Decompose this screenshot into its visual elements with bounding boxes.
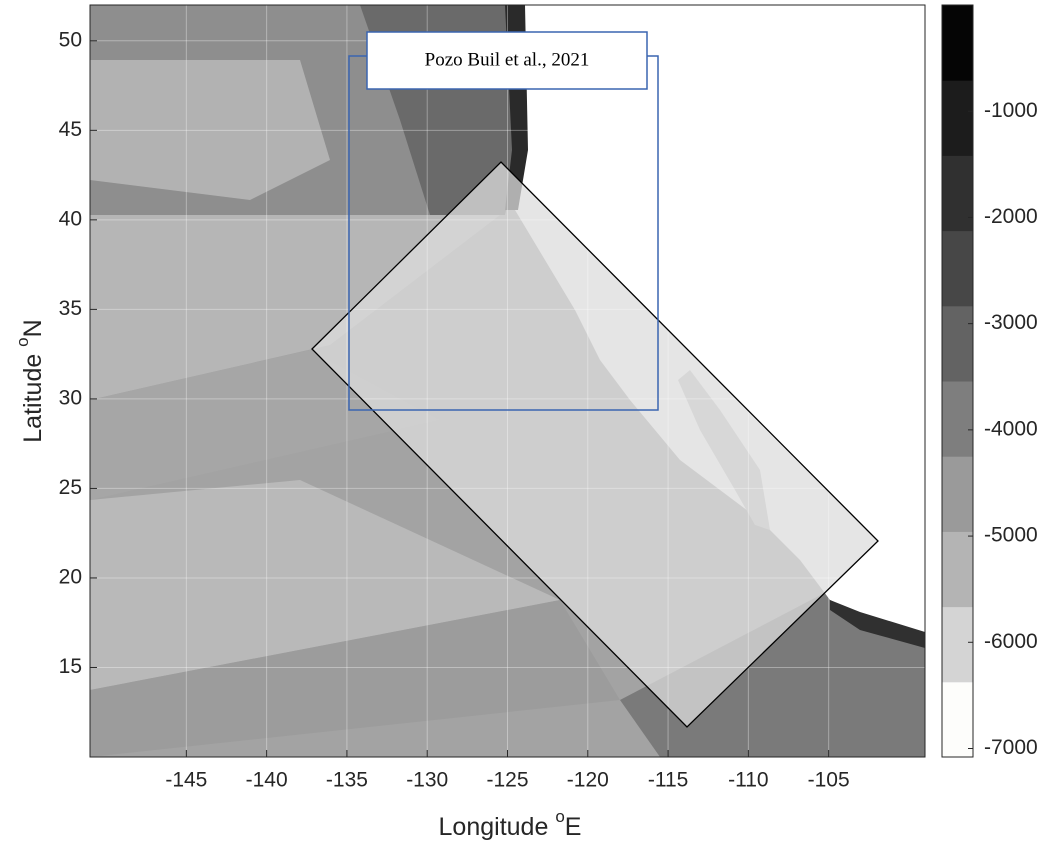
x-tick-label: -120 [567,769,609,792]
colorbar-band [942,531,973,607]
y-axis-label: Latitude oN [13,319,46,442]
colorbar-band [942,607,973,683]
x-tick-label: -110 [728,769,768,792]
x-label-unit: E [565,813,582,841]
y-label-unit: N [19,319,47,337]
y-tick-label: 20 [59,565,82,588]
colorbar-tick-label: -2000 [984,205,1038,228]
colorbar-tick-label: -6000 [984,630,1038,653]
colorbar-band [942,306,973,382]
y-label-sup: o [13,337,32,346]
x-tick-label: -105 [808,769,850,792]
x-tick-label: -115 [648,769,688,792]
colorbar-band [942,456,973,532]
x-label-sup: o [555,807,564,826]
colorbar-band [942,381,973,457]
x-tick-label: -140 [246,769,288,792]
page: {"chart_data": { "type": "map", "x_label… [0,0,1046,844]
y-tick-label: 15 [59,655,82,678]
y-tick-label: 30 [59,386,82,409]
colorbar-tick-label: -3000 [984,311,1038,334]
bathymetry-map [90,5,925,757]
x-tick-label: -135 [326,769,368,792]
colorbar: -1000 -2000 -3000 -4000 -5000 -6000 -7000 [942,5,1038,759]
annotation: Pozo Buil et al., 2021 [425,49,590,70]
colorbar-band [942,80,973,156]
x-label-main: Longitude [439,813,556,841]
y-tick-label: 40 [59,207,82,230]
x-tick-label: -125 [486,769,528,792]
x-tick-label: -145 [165,769,207,792]
colorbar-tick-label: -4000 [984,417,1038,440]
colorbar-band [942,155,973,231]
y-tick-label: 35 [59,297,82,320]
colorbar-band [942,682,973,758]
y-label-main: Latitude [19,347,47,443]
figure: Pozo Buil et al., 2021 Longitude oE Lati… [0,0,1046,844]
y-tick-label: 50 [59,28,82,51]
x-axis-label: Longitude oE [439,807,582,840]
colorbar-tick-label: -1000 [984,99,1038,122]
y-tick-label: 25 [59,476,82,499]
colorbar-tick-label: -7000 [984,736,1038,759]
colorbar-band [942,5,973,81]
x-tick-label: -130 [406,769,448,792]
y-tick-label: 45 [59,118,82,141]
colorbar-tick-label: -5000 [984,524,1038,547]
colorbar-band [942,231,973,307]
